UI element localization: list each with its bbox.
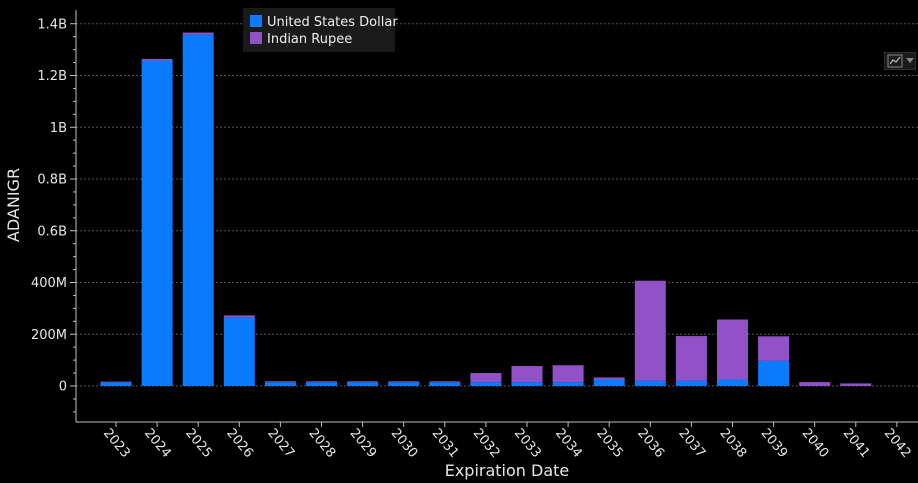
x-tick-label: 2038 xyxy=(716,426,749,461)
bar-usd xyxy=(306,382,337,386)
bar-inr xyxy=(264,381,296,383)
bar-inr xyxy=(799,382,831,386)
y-axis: 0 200M 400M 0.6B 0.8B 1B 1.2B 1.4B xyxy=(31,10,77,422)
bar-usd xyxy=(634,380,666,386)
y-tick-label: 1B xyxy=(50,121,67,136)
bar-usd xyxy=(141,60,173,387)
x-axis: 2023 2024 2025 2026 2027 2028 2029 2030 2031 2032… xyxy=(76,421,918,461)
bar-usd xyxy=(223,317,255,386)
x-tick-label: 2026 xyxy=(223,426,256,461)
x-tick-label: 2030 xyxy=(388,426,421,461)
x-tick-label: 2042 xyxy=(881,426,914,461)
bar-inr xyxy=(429,381,461,383)
bar-usd xyxy=(264,382,296,386)
x-tick-label: 2024 xyxy=(141,426,174,461)
bar-inr xyxy=(593,377,625,380)
legend-swatch-usd xyxy=(250,15,262,27)
legend: United States Dollar Indian Rupee xyxy=(243,8,398,52)
y-tick-label: 0 xyxy=(59,380,67,395)
x-tick-label: 2025 xyxy=(182,426,215,461)
bar-usd xyxy=(347,382,379,386)
x-tick-label: 2039 xyxy=(758,426,791,461)
x-tick-label: 2037 xyxy=(675,426,708,461)
y-tick-label: 0.8B xyxy=(37,173,67,188)
legend-label-usd: United States Dollar xyxy=(267,15,398,30)
y-tick-label: 0.6B xyxy=(37,224,67,239)
chart-type-button[interactable] xyxy=(884,52,916,70)
x-tick-label: 2031 xyxy=(429,426,462,461)
bar-usd xyxy=(552,382,584,386)
x-axis-title: Expiration Date xyxy=(445,461,570,480)
x-tick-label: 2033 xyxy=(511,426,544,461)
legend-box xyxy=(243,8,395,52)
x-tick-label: 2035 xyxy=(593,426,626,461)
bar-usd xyxy=(675,380,707,386)
x-tick-label: 2036 xyxy=(634,426,667,461)
bar-usd xyxy=(511,382,543,386)
y-tick-label: 1.4B xyxy=(37,17,67,32)
x-tick-label: 2027 xyxy=(264,426,297,461)
bar-inr xyxy=(758,336,790,361)
legend-label-inr: Indian Rupee xyxy=(267,32,352,47)
bar-inr xyxy=(511,366,543,383)
y-tick-label: 1.2B xyxy=(37,69,67,84)
x-tick-label: 2041 xyxy=(840,426,873,461)
x-tick-label: 2034 xyxy=(552,426,585,461)
x-tick-label: 2023 xyxy=(100,426,133,461)
bar-usd xyxy=(470,382,502,386)
x-tick-label: 2028 xyxy=(305,426,338,461)
bars xyxy=(100,32,872,387)
bar-usd xyxy=(593,379,625,386)
bar-inr xyxy=(470,373,502,383)
y-tick-label: 400M xyxy=(31,276,67,291)
bar-usd xyxy=(182,34,214,387)
bar-inr xyxy=(306,381,337,383)
bar-usd xyxy=(100,382,132,386)
bar-usd xyxy=(717,379,748,386)
bar-usd xyxy=(429,382,461,386)
y-axis-title: ADANIGR xyxy=(4,168,23,242)
x-tick-label: 2032 xyxy=(470,426,503,461)
bar-inr xyxy=(182,32,214,35)
bar-inr xyxy=(388,381,420,383)
bar-inr xyxy=(100,381,132,383)
bar-inr xyxy=(675,336,707,381)
y-tick-label: 200M xyxy=(31,328,67,343)
gridlines xyxy=(76,23,918,387)
bar-inr xyxy=(840,383,872,386)
bar-inr xyxy=(347,381,379,383)
bar-inr xyxy=(634,280,666,381)
bar-inr xyxy=(223,315,255,318)
bar-inr xyxy=(717,319,748,380)
chevron-down-icon xyxy=(906,58,914,63)
line-chart-icon xyxy=(887,54,903,68)
bar-inr xyxy=(141,58,173,61)
bar-usd xyxy=(758,360,790,386)
bar-usd xyxy=(388,382,420,386)
legend-swatch-inr xyxy=(250,32,262,44)
bar-inr xyxy=(552,365,584,383)
x-tick-label: 2040 xyxy=(799,426,832,461)
x-tick-label: 2029 xyxy=(347,426,380,461)
